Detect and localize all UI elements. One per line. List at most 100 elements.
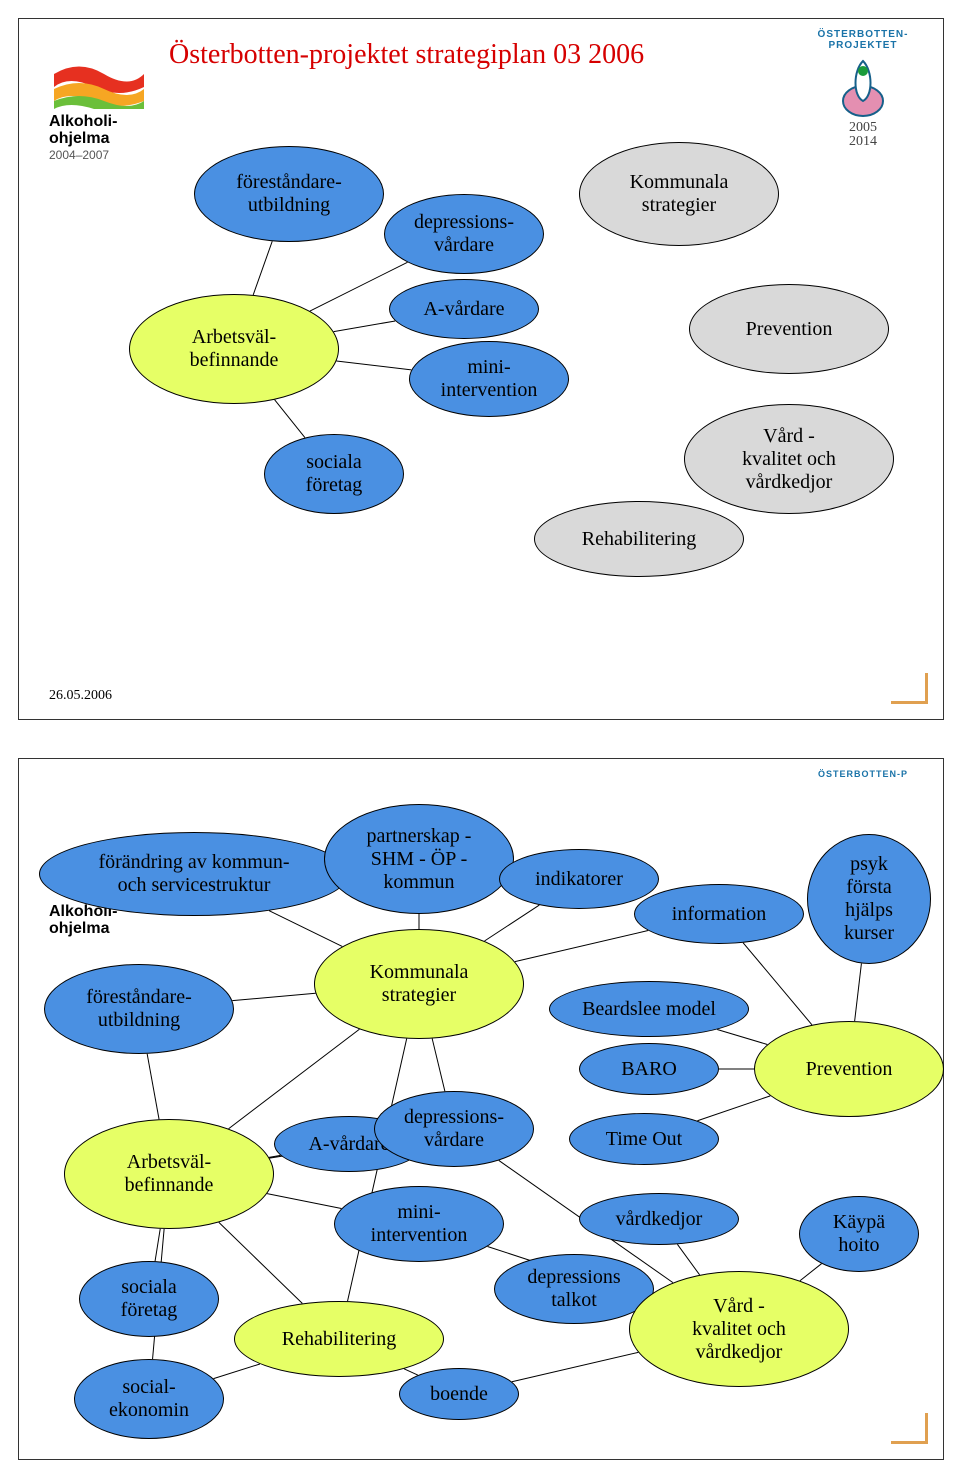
edge bbox=[404, 1369, 418, 1375]
edge bbox=[253, 241, 272, 295]
node-label: Kommunala strategier bbox=[370, 961, 469, 1007]
node-label: sociala företag bbox=[306, 451, 363, 497]
node-label: depressions talkot bbox=[527, 1266, 620, 1312]
node-p2_sociala: sociala företag bbox=[79, 1261, 219, 1337]
osterbotten-year2: 2014 bbox=[803, 135, 923, 149]
node-p2_socialek: social- ekonomin bbox=[74, 1359, 224, 1439]
node-p2_boende: boende bbox=[399, 1368, 519, 1420]
node-p2_rehab: Rehabilitering bbox=[234, 1301, 444, 1377]
node-label: Arbetsväl- befinnande bbox=[125, 1151, 214, 1197]
node-p2_mini: mini- intervention bbox=[334, 1186, 504, 1262]
bottom-panel: Alkoholi- ohjelma ÖSTERBOTTEN-P förändri… bbox=[18, 758, 944, 1460]
node-p1_avardare: A-vårdare bbox=[389, 279, 539, 339]
edge bbox=[677, 1244, 699, 1275]
node-p2_arbets: Arbetsväl- befinnande bbox=[64, 1119, 274, 1229]
edge bbox=[743, 943, 812, 1025]
node-p2_deptalkot: depressions talkot bbox=[494, 1254, 654, 1324]
corner-mark-icon-2 bbox=[891, 1413, 928, 1444]
node-p2_prevention: Prevention bbox=[754, 1021, 944, 1117]
edge bbox=[214, 1364, 260, 1379]
node-label: Vård - kvalitet och vårdkedjor bbox=[742, 425, 836, 494]
edge bbox=[219, 1222, 302, 1303]
osterbotten-icon bbox=[833, 51, 893, 121]
node-label: information bbox=[672, 903, 766, 926]
node-p1_prevention: Prevention bbox=[689, 284, 889, 374]
osterbotten-year1: 2005 bbox=[803, 121, 923, 135]
node-p2_forestandare: föreståndare- utbildning bbox=[44, 964, 234, 1054]
node-label: sociala företag bbox=[121, 1276, 178, 1322]
alkoholi-logo: Alkoholi- ohjelma 2004–2007 bbox=[49, 59, 149, 149]
corner-mark-icon bbox=[891, 673, 928, 704]
node-p2_beardslee: Beardslee model bbox=[549, 981, 749, 1037]
node-p2_depress: depressions- vårdare bbox=[374, 1091, 534, 1167]
node-label: Vård - kvalitet och vårdkedjor bbox=[692, 1295, 786, 1364]
node-p2_vard: Vård - kvalitet och vårdkedjor bbox=[629, 1271, 849, 1387]
node-label: Prevention bbox=[806, 1058, 893, 1081]
alkoholi-logo-line1: Alkoholi- bbox=[49, 114, 149, 131]
edge bbox=[155, 1229, 160, 1261]
edge bbox=[485, 905, 540, 941]
osterbotten-logo2-arc: ÖSTERBOTTEN-P bbox=[803, 769, 923, 779]
node-p1_rehab: Rehabilitering bbox=[534, 501, 744, 577]
edge bbox=[697, 1096, 770, 1121]
top-panel: Österbotten-projektet strategiplan 03 20… bbox=[18, 18, 944, 720]
edge bbox=[269, 1155, 280, 1157]
node-label: depressions- vårdare bbox=[404, 1106, 504, 1152]
node-label: A-vårdare bbox=[423, 298, 504, 321]
edge bbox=[232, 993, 315, 1000]
alkoholi-logo-line2: ohjelma bbox=[49, 131, 149, 148]
edge bbox=[147, 1054, 159, 1119]
node-p1_vard: Vård - kvalitet och vårdkedjor bbox=[684, 404, 894, 514]
edge bbox=[512, 1352, 638, 1381]
page: Österbotten-projektet strategiplan 03 20… bbox=[0, 0, 960, 1476]
node-label: Käypä hoito bbox=[833, 1211, 885, 1257]
node-p2_information: information bbox=[634, 884, 804, 944]
node-p1_forestandare: föreståndare- utbildning bbox=[194, 146, 384, 242]
edge bbox=[432, 1039, 445, 1092]
node-label: depressions- vårdare bbox=[414, 211, 514, 257]
node-label: partnerskap - SHM - ÖP - kommun bbox=[367, 825, 472, 894]
node-label: Beardslee model bbox=[582, 998, 716, 1021]
edge bbox=[336, 361, 411, 370]
node-label: Arbetsväl- befinnande bbox=[190, 326, 279, 372]
node-p2_forandring: förändring av kommun- och servicestruktu… bbox=[39, 832, 349, 916]
node-p1_kommunala: Kommunala strategier bbox=[579, 142, 779, 246]
node-p2_partnerskap: partnerskap - SHM - ÖP - kommun bbox=[324, 804, 514, 914]
node-label: förändring av kommun- och servicestruktu… bbox=[98, 851, 289, 897]
node-label: Kommunala strategier bbox=[630, 171, 729, 217]
date-label: 26.05.2006 bbox=[49, 688, 112, 704]
node-p1_mini: mini- intervention bbox=[409, 341, 569, 417]
edge bbox=[229, 1029, 360, 1128]
edge bbox=[334, 321, 396, 332]
node-label: föreståndare- utbildning bbox=[86, 986, 192, 1032]
node-label: Rehabilitering bbox=[282, 1328, 396, 1351]
alkoholi-logo-years: 2004–2007 bbox=[49, 148, 149, 162]
node-p2_timeout: Time Out bbox=[569, 1113, 719, 1165]
node-label: Prevention bbox=[746, 318, 833, 341]
node-label: föreståndare- utbildning bbox=[236, 171, 342, 217]
node-p2_kommunala: Kommunala strategier bbox=[314, 929, 524, 1039]
node-p2_psyk: psyk första hjälps kurser bbox=[807, 834, 931, 964]
node-label: social- ekonomin bbox=[109, 1376, 189, 1422]
node-label: boende bbox=[430, 1383, 488, 1406]
alkoholi-logo2-line2: ohjelma bbox=[49, 921, 149, 938]
node-p1_depress: depressions- vårdare bbox=[384, 194, 544, 274]
edge bbox=[855, 964, 862, 1022]
node-p2_baro: BARO bbox=[579, 1043, 719, 1095]
page-title: Österbotten-projektet strategiplan 03 20… bbox=[169, 39, 644, 71]
osterbotten-logo-arc: ÖSTERBOTTEN-PROJEKTET bbox=[803, 29, 923, 51]
node-label: Rehabilitering bbox=[582, 528, 696, 551]
node-p2_vardkedjor: vårdkedjor bbox=[579, 1193, 739, 1245]
node-label: BARO bbox=[621, 1058, 677, 1081]
alkoholi-wave-icon bbox=[49, 59, 149, 109]
node-label: Time Out bbox=[606, 1128, 683, 1151]
edge bbox=[267, 1194, 341, 1209]
edge bbox=[515, 931, 648, 962]
node-label: vårdkedjor bbox=[616, 1208, 703, 1231]
edge bbox=[800, 1264, 822, 1281]
node-p2_kaypa: Käypä hoito bbox=[799, 1196, 919, 1272]
edge bbox=[275, 400, 305, 438]
node-p1_arbets: Arbetsväl- befinnande bbox=[129, 294, 339, 404]
node-label: mini- intervention bbox=[371, 1201, 468, 1247]
osterbotten-logo: ÖSTERBOTTEN-PROJEKTET 2005 2014 bbox=[803, 29, 923, 139]
